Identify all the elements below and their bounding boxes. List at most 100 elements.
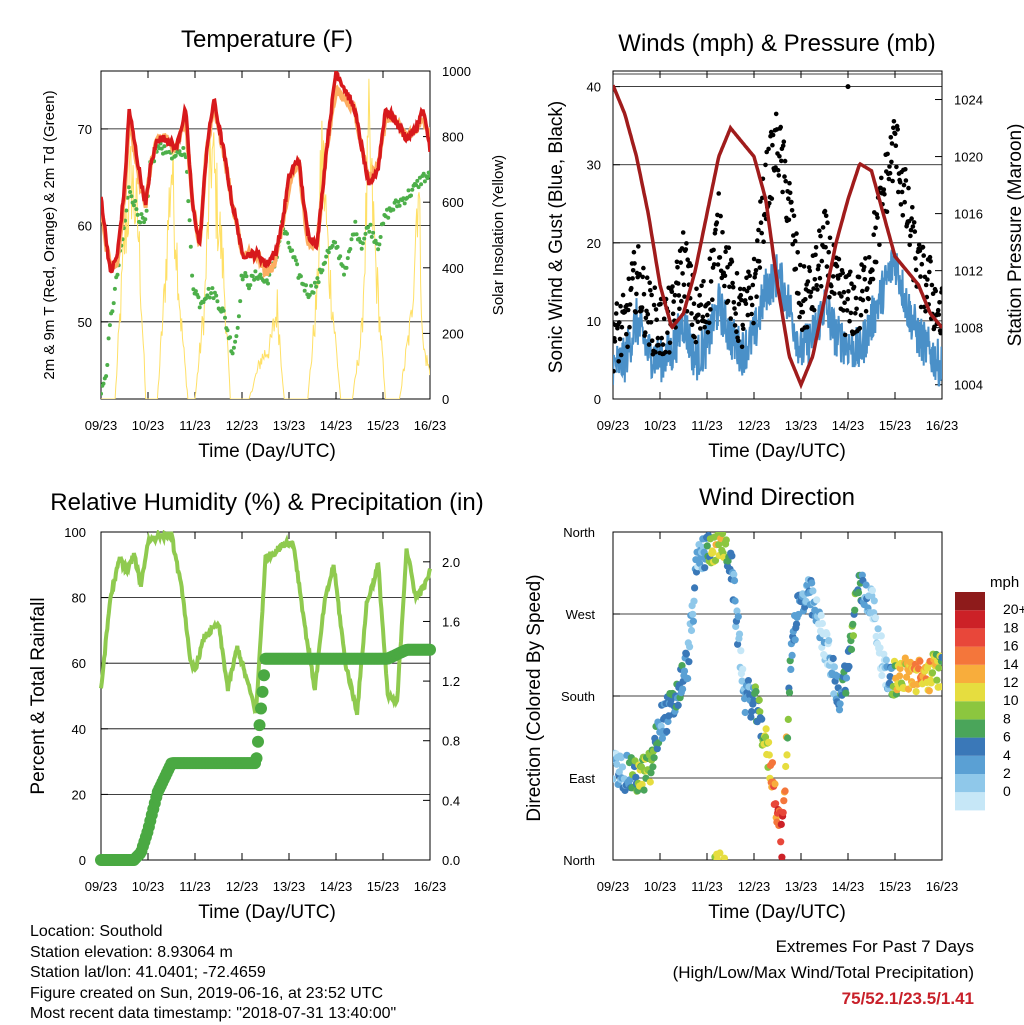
gust-point	[625, 307, 631, 313]
gust-point	[696, 312, 701, 318]
x-tick-label: 10/23	[644, 879, 677, 894]
x-tick-label: 16/23	[414, 418, 447, 433]
dewpoint-point	[371, 230, 376, 235]
x-tick-label: 15/23	[367, 418, 400, 433]
direction-point	[715, 541, 723, 549]
y-tick-label: East	[569, 771, 595, 786]
gust-point	[769, 196, 775, 201]
gust-point	[631, 249, 637, 255]
gust-point	[748, 295, 754, 301]
dewpoint-point	[214, 293, 219, 298]
direction-point	[728, 552, 736, 560]
y-tick-label: North	[563, 525, 595, 540]
gust-point	[613, 311, 619, 316]
gust-point	[766, 146, 771, 152]
direction-point	[792, 620, 801, 628]
rainfall-point	[253, 719, 266, 732]
gust-point	[786, 196, 791, 201]
direction-point	[762, 725, 770, 733]
gust-point	[909, 216, 914, 221]
gust-point	[694, 286, 699, 292]
gust-point	[630, 276, 635, 281]
gust-point	[615, 325, 620, 331]
gust-point	[845, 84, 851, 90]
direction-point	[701, 564, 709, 572]
direction-point	[896, 672, 904, 680]
x-tick-label: 16/23	[926, 879, 959, 894]
gust-point	[652, 285, 658, 291]
gust-point	[636, 244, 641, 249]
dewpoint-point	[204, 296, 208, 301]
x-tick-label: 13/23	[273, 418, 306, 433]
dewpoint-point	[312, 280, 317, 285]
dewpoint-point	[292, 255, 297, 260]
gust-point	[846, 289, 851, 294]
gust-point	[800, 309, 806, 315]
gust-point	[896, 189, 901, 195]
direction-point	[842, 689, 850, 697]
gust-point	[649, 338, 655, 344]
dewpoint-point	[228, 335, 233, 340]
gust-point	[913, 256, 918, 261]
y2-tick-label: 0.8	[442, 734, 460, 749]
dewpoint-point	[344, 265, 349, 270]
x-tick-label: 11/23	[691, 879, 723, 894]
gust-point	[798, 302, 804, 308]
gust-point	[935, 307, 941, 313]
gust-point	[678, 260, 683, 265]
gust-point	[929, 282, 935, 288]
direction-point	[882, 656, 890, 664]
gust-point	[620, 292, 626, 298]
gust-point	[711, 262, 717, 267]
dewpoint-point	[381, 221, 386, 226]
x-tick-label: 10/23	[132, 418, 165, 433]
x-tick-label: 16/23	[926, 418, 959, 433]
gust-point	[891, 125, 896, 131]
gust-point	[780, 189, 785, 195]
gust-point	[665, 330, 670, 336]
gust-point	[750, 282, 756, 288]
gust-point	[919, 261, 925, 267]
y2-tick-label: 1.6	[442, 614, 460, 629]
gust-point	[887, 164, 892, 169]
x-tick-label: 14/23	[320, 418, 353, 433]
gust-point	[751, 256, 757, 262]
gust-point	[614, 301, 620, 306]
x-tick-label: 16/23	[414, 879, 447, 894]
dewpoint-point	[323, 260, 327, 265]
dewpoint-point	[320, 268, 325, 273]
dewpoint-point	[101, 391, 103, 396]
gust-point	[875, 215, 880, 220]
gust-point	[910, 205, 915, 210]
gust-point	[805, 279, 811, 284]
gust-point	[692, 334, 697, 340]
gust-point	[708, 307, 713, 312]
gust-point	[849, 281, 854, 287]
gust-point	[861, 264, 867, 270]
dewpoint-point	[406, 188, 411, 193]
gust-point	[689, 322, 695, 328]
gust-point	[782, 174, 787, 179]
x-tick-label: 11/23	[179, 879, 211, 894]
direction-point	[730, 570, 738, 579]
direction-point	[876, 644, 884, 652]
direction-point	[817, 611, 825, 620]
y-tick-label: 30	[587, 158, 601, 173]
y-tick-label: 20	[587, 236, 601, 251]
dewpoint-point	[138, 220, 143, 225]
gust-point	[937, 300, 942, 305]
gust-point	[936, 312, 942, 317]
direction-point	[618, 763, 627, 771]
dewpoint-point	[419, 182, 424, 187]
direction-point	[709, 548, 717, 557]
gust-point	[853, 295, 859, 301]
gust-point	[708, 279, 714, 284]
gust-point	[613, 368, 616, 374]
gust-point	[834, 263, 840, 269]
dewpoint-point	[253, 269, 258, 274]
speed-legend-label: 8	[1003, 710, 1011, 726]
speed-legend-label: 2	[1003, 765, 1011, 781]
direction-point	[678, 662, 686, 670]
gust-point	[847, 318, 852, 324]
gust-point	[801, 264, 807, 269]
